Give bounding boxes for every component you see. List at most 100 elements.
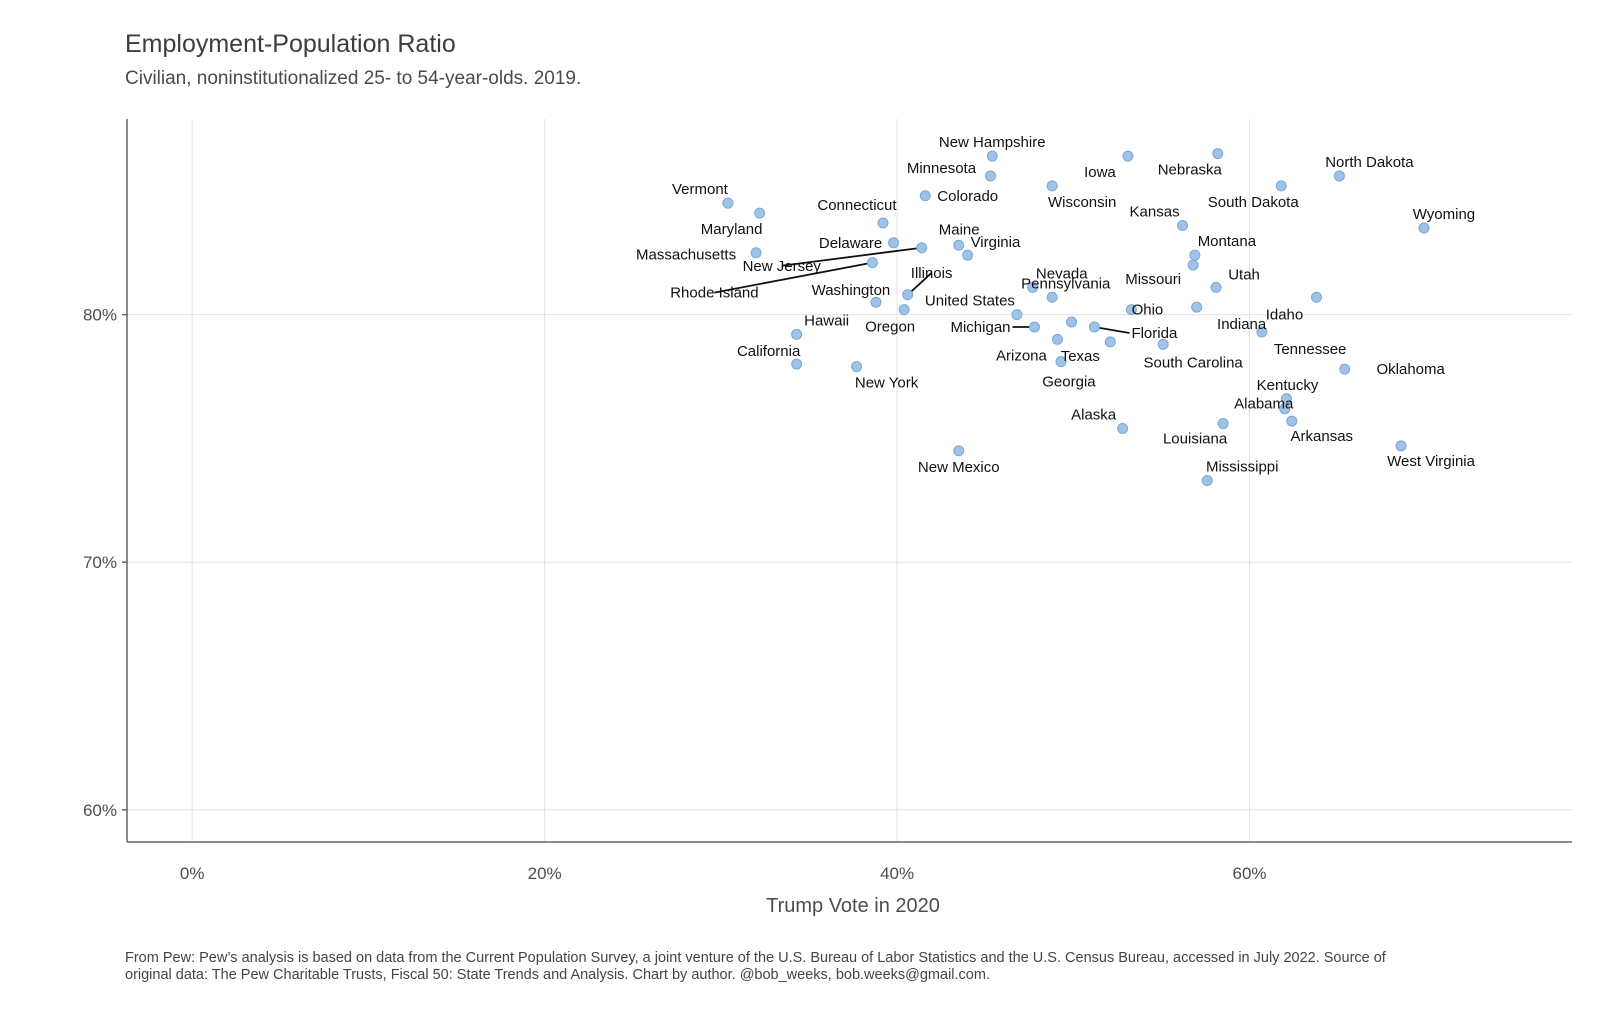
point-label: Illinois — [911, 265, 953, 282]
point-label: United States — [925, 293, 1015, 310]
data-point — [1217, 418, 1229, 430]
point-label: Arizona — [996, 347, 1048, 364]
chart-subtitle: Civilian, noninstitutionalized 25- to 54… — [125, 68, 582, 89]
point-label: Mississippi — [1206, 459, 1279, 476]
point-label: Hawaii — [804, 312, 849, 329]
data-point — [916, 242, 928, 254]
leader-line — [781, 246, 922, 267]
point-label: Michigan — [950, 319, 1010, 336]
data-point — [1066, 316, 1078, 328]
point-label: New Mexico — [918, 459, 1000, 476]
data-point — [919, 190, 931, 202]
point-label: Tennessee — [1274, 341, 1347, 358]
point-label: Alabama — [1234, 396, 1294, 413]
data-point — [1122, 150, 1134, 162]
point-label: Vermont — [672, 181, 729, 198]
data-point — [953, 445, 965, 457]
x-tick-label: 20% — [528, 864, 562, 883]
data-point — [1177, 219, 1189, 231]
point-label: Utah — [1228, 266, 1260, 283]
data-point — [1275, 180, 1287, 192]
data-point — [750, 247, 762, 259]
data-point — [1027, 281, 1039, 293]
point-label: Minnesota — [907, 160, 977, 177]
point-label: Florida — [1131, 325, 1178, 342]
leader-line — [714, 261, 873, 294]
point-label: Oklahoma — [1376, 361, 1445, 378]
data-point — [1055, 356, 1067, 368]
point-label: Oregon — [865, 319, 915, 336]
chart-caption: From Pew: Pew’s analysis is based on dat… — [125, 950, 1386, 983]
data-point — [1104, 336, 1116, 348]
data-points — [722, 148, 1430, 486]
data-point — [1395, 440, 1407, 452]
point-label: South Dakota — [1208, 194, 1300, 211]
point-label: Alaska — [1071, 407, 1117, 424]
point-label: Louisiana — [1163, 431, 1228, 448]
point-label: Washington — [812, 282, 891, 299]
data-point — [1201, 475, 1213, 486]
data-point — [1157, 338, 1169, 350]
point-label: Pennsylvania — [1021, 275, 1111, 292]
data-point — [1117, 423, 1129, 435]
point-label: Wyoming — [1413, 206, 1475, 223]
data-point — [962, 249, 974, 261]
point-label: New Jersey — [743, 258, 822, 275]
grid-lines — [127, 119, 1572, 842]
chart-title: Employment-Population Ratio — [125, 30, 456, 58]
data-point — [1339, 363, 1351, 375]
point-label: Montana — [1198, 233, 1257, 250]
y-tick-label: 60% — [83, 801, 117, 820]
data-point — [791, 328, 803, 340]
point-label: Nevada — [1036, 265, 1088, 282]
point-label: Massachusetts — [636, 247, 736, 264]
data-point — [898, 304, 910, 316]
x-tick-label: 40% — [880, 864, 914, 883]
point-label: Maryland — [701, 221, 763, 238]
data-point — [1187, 259, 1199, 271]
point-label: Texas — [1061, 348, 1100, 365]
point-label: Nebraska — [1158, 162, 1223, 179]
x-tick-label: 0% — [180, 864, 205, 883]
data-point — [722, 197, 734, 209]
data-point — [866, 257, 878, 269]
x-tick-label: 60% — [1233, 864, 1267, 883]
data-point — [754, 207, 766, 219]
point-label: Maine — [939, 221, 980, 238]
point-label: New York — [855, 375, 919, 392]
data-point — [1279, 403, 1291, 415]
data-point — [1212, 148, 1224, 160]
point-label: New Hampshire — [939, 134, 1046, 151]
data-point — [888, 237, 900, 249]
data-point — [870, 296, 882, 308]
data-point — [851, 361, 863, 373]
x-axis-title: Trump Vote in 2020 — [766, 895, 940, 917]
point-label: Virginia — [971, 234, 1021, 251]
data-point — [1310, 291, 1322, 303]
point-label: North Dakota — [1325, 154, 1414, 171]
data-point — [902, 289, 914, 301]
data-point — [1046, 291, 1058, 303]
point-label: Iowa — [1084, 164, 1116, 181]
point-label: Ohio — [1132, 302, 1164, 319]
data-point — [984, 170, 996, 182]
data-point — [1210, 281, 1222, 293]
data-point — [1256, 326, 1268, 338]
data-point — [986, 150, 998, 162]
axes: 0% 20% 40% 60% 60% 70% 80% — [83, 119, 1572, 883]
y-tick-label: 70% — [83, 553, 117, 572]
data-point — [1011, 309, 1023, 321]
point-label: Kentucky — [1257, 377, 1319, 394]
data-point — [1189, 249, 1201, 261]
point-label: Missouri — [1125, 271, 1181, 288]
point-label: Colorado — [937, 188, 998, 205]
data-point — [1125, 304, 1137, 316]
data-point — [953, 239, 965, 251]
point-label: Georgia — [1042, 374, 1096, 391]
data-point — [1046, 180, 1058, 192]
point-label: Arkansas — [1291, 428, 1354, 445]
data-point — [1333, 170, 1345, 182]
point-label: Indiana — [1217, 316, 1267, 333]
point-label: Kansas — [1130, 203, 1180, 220]
